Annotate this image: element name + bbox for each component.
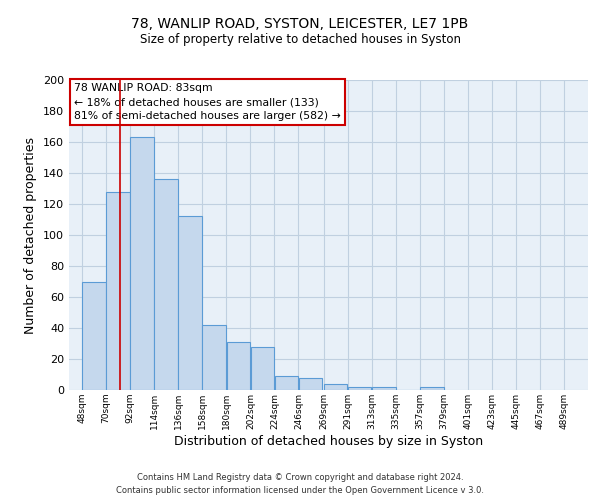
Bar <box>251 346 274 390</box>
Bar <box>299 378 322 390</box>
Y-axis label: Number of detached properties: Number of detached properties <box>25 136 37 334</box>
Text: 78 WANLIP ROAD: 83sqm
← 18% of detached houses are smaller (133)
81% of semi-det: 78 WANLIP ROAD: 83sqm ← 18% of detached … <box>74 83 341 121</box>
Bar <box>154 179 178 390</box>
Bar <box>372 387 395 390</box>
Bar <box>275 376 298 390</box>
Text: Contains public sector information licensed under the Open Government Licence v : Contains public sector information licen… <box>116 486 484 495</box>
Bar <box>178 216 202 390</box>
Bar <box>227 342 250 390</box>
X-axis label: Distribution of detached houses by size in Syston: Distribution of detached houses by size … <box>174 434 483 448</box>
Bar <box>324 384 347 390</box>
Bar <box>202 325 226 390</box>
Bar <box>130 138 154 390</box>
Bar <box>82 282 106 390</box>
Bar <box>348 387 371 390</box>
Text: Contains HM Land Registry data © Crown copyright and database right 2024.: Contains HM Land Registry data © Crown c… <box>137 472 463 482</box>
Bar <box>106 192 130 390</box>
Text: 78, WANLIP ROAD, SYSTON, LEICESTER, LE7 1PB: 78, WANLIP ROAD, SYSTON, LEICESTER, LE7 … <box>131 18 469 32</box>
Text: Size of property relative to detached houses in Syston: Size of property relative to detached ho… <box>139 32 461 46</box>
Bar <box>420 387 443 390</box>
